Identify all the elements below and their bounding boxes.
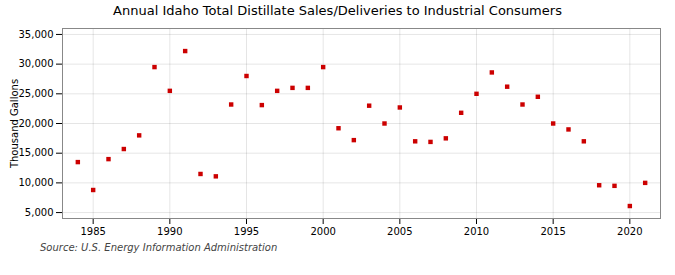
svg-text:20,000: 20,000 [19, 118, 54, 129]
svg-text:30,000: 30,000 [19, 58, 54, 69]
svg-text:2010: 2010 [464, 226, 489, 237]
svg-text:2015: 2015 [540, 226, 565, 237]
svg-text:Thousand Gallons: Thousand Gallons [9, 79, 20, 169]
svg-text:1990: 1990 [157, 226, 182, 237]
svg-text:15,000: 15,000 [19, 147, 54, 158]
svg-text:35,000: 35,000 [19, 29, 54, 40]
svg-text:2020: 2020 [617, 226, 642, 237]
svg-text:2000: 2000 [310, 226, 335, 237]
svg-text:2005: 2005 [387, 226, 412, 237]
svg-text:1985: 1985 [80, 226, 105, 237]
svg-text:10,000: 10,000 [19, 177, 54, 188]
svg-text:5,000: 5,000 [25, 207, 54, 218]
html-text:Source: U.S. Energy Informatio: Source: U.S. Energy Information Administ… [40, 242, 278, 253]
html-text:Annual Idaho Total Distillate: Annual Idaho Total Distillate Sales/Deli… [113, 3, 562, 18]
svg-text:1995: 1995 [234, 226, 259, 237]
svg-text:25,000: 25,000 [19, 88, 54, 99]
